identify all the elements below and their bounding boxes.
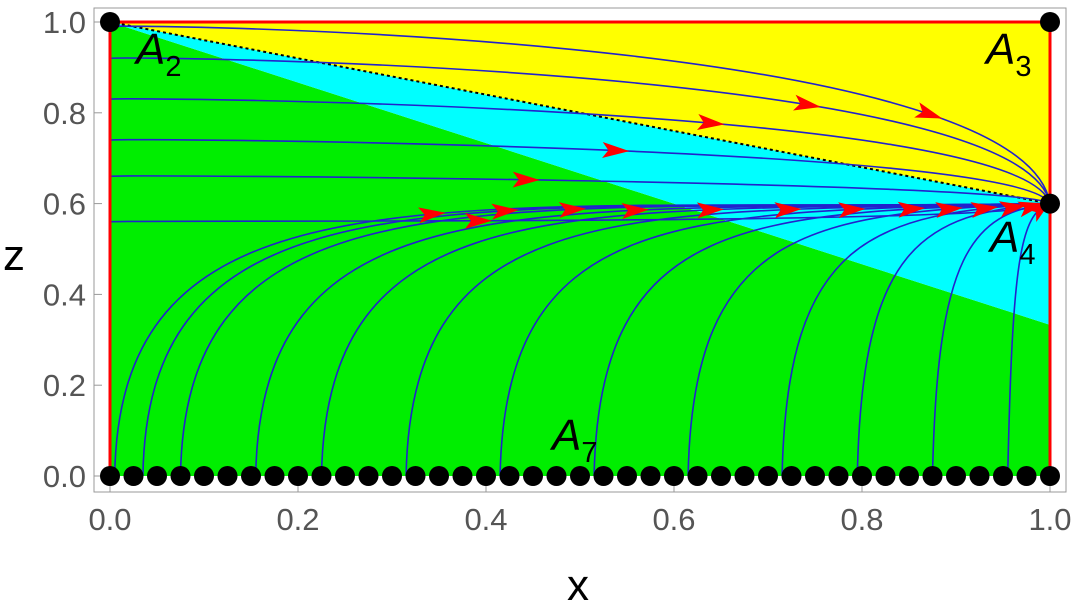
critical-point-a7-line <box>593 466 614 486</box>
trajectory-lower-11 <box>931 202 1051 477</box>
critical-point-a7-line <box>452 466 473 486</box>
critical-point-a3 <box>1040 12 1060 32</box>
axis-ticks: 0.0 0.2 0.4 0.6 0.8 1.0 0.0 0.2 0.4 0.6 0.8 1.0 <box>43 5 1072 537</box>
plot-border <box>93 7 1067 493</box>
critical-point-a7-line <box>264 466 285 486</box>
critical-point-a7-line <box>828 466 849 486</box>
flow-arrows <box>417 94 1053 229</box>
critical-point-a7-line <box>499 466 520 486</box>
critical-points <box>100 12 1060 486</box>
y-tick-label: 0.6 <box>43 187 86 222</box>
critical-point-a7-line <box>523 466 543 486</box>
trajectory-lower-5 <box>405 202 1051 477</box>
flow-arrow-upper-4 <box>512 171 540 188</box>
critical-point-a7-line <box>546 466 567 486</box>
critical-point-a7-line <box>1016 466 1037 486</box>
critical-point-a7-line <box>687 466 708 486</box>
y-tick-label: 0.4 <box>43 277 86 312</box>
trajectory-lower-4 <box>320 202 1051 477</box>
critical-point-a7-line <box>429 466 449 486</box>
critical-point-a7-line <box>1040 466 1060 486</box>
x-tick-label: 0.0 <box>88 502 131 537</box>
critical-point-a2 <box>100 12 120 32</box>
trajectory-upper-3 <box>109 138 1051 204</box>
critical-point-a7-line <box>382 466 402 486</box>
critical-point-a7-line <box>664 466 684 486</box>
critical-point-a7-line <box>358 466 379 486</box>
flow-arrow-lower-9 <box>970 202 999 218</box>
critical-point-a7-line <box>711 466 731 486</box>
trajectory-upper-0 <box>109 25 1051 204</box>
x-tick-label: 1.0 <box>1028 502 1071 537</box>
critical-point-a7-line <box>993 466 1013 486</box>
flow-arrow-lower-7 <box>897 201 926 218</box>
critical-point-a7-line <box>311 466 332 486</box>
flow-arrow-upper-3 <box>602 142 630 158</box>
flow-arrow-lower-0 <box>417 207 446 224</box>
critical-point-a7-line <box>946 466 966 486</box>
y-tick-label: 0.8 <box>43 96 86 131</box>
y-tick-label: 1.0 <box>43 5 86 40</box>
critical-point-a7-line <box>217 466 238 486</box>
critical-point-a7-line <box>288 466 308 486</box>
region-fills <box>110 22 1050 476</box>
critical-point-a7-line <box>241 466 261 486</box>
trajectory-upper-4 <box>109 175 1051 205</box>
critical-point-a7-line <box>170 466 191 486</box>
flow-arrow-upper-5 <box>464 212 492 229</box>
flow-arrow-lower-10 <box>998 201 1027 218</box>
critical-point-a7-line <box>194 466 214 486</box>
flow-arrow-upper-0 <box>914 102 943 119</box>
critical-point-a7-line <box>570 466 590 486</box>
flow-arrow-lower-4 <box>696 202 725 219</box>
flow-arrow-lower-8 <box>935 202 963 219</box>
point-label-subscript: 2 <box>165 51 181 83</box>
critical-point-a4 <box>1040 193 1060 214</box>
flow-arrow-lower-3 <box>621 202 649 219</box>
x-tick-label: 0.2 <box>276 502 319 537</box>
trajectory-upper-1 <box>109 57 1051 204</box>
flow-arrow-lower-6 <box>838 202 866 219</box>
x-tick-label: 0.6 <box>652 502 695 537</box>
region-0 <box>110 22 1050 476</box>
x-tick-label: 0.4 <box>464 502 507 537</box>
critical-point-a7-line <box>123 466 144 486</box>
flow-arrow-upper-1 <box>793 94 821 111</box>
y-tick-label: 0.0 <box>43 459 86 494</box>
trajectory-lower-10 <box>856 202 1051 477</box>
critical-point-a7-line <box>922 466 943 486</box>
point-label-a2: A2 <box>133 25 182 83</box>
trajectory-lower-7 <box>593 202 1051 477</box>
x-axis-label: x <box>567 561 589 610</box>
flow-arrow-upper-2 <box>696 114 725 130</box>
critical-point-a7-line <box>147 466 167 486</box>
critical-point-a7-line <box>100 466 120 486</box>
y-tick-label: 0.2 <box>43 368 86 403</box>
critical-point-a7-line <box>617 466 637 486</box>
flow-arrow-lower-5 <box>774 202 802 219</box>
critical-point-a7-line <box>734 466 755 486</box>
critical-point-a7-line <box>852 466 872 486</box>
critical-point-a7-line <box>640 466 661 486</box>
flow-arrow-lower-2 <box>558 202 587 219</box>
critical-point-a7-line <box>405 466 426 486</box>
critical-point-a7-line <box>781 466 802 486</box>
point-label-subscript: 7 <box>581 437 597 469</box>
y-axis-label: z <box>3 231 25 280</box>
critical-point-a7-line <box>875 466 896 486</box>
x-tick-label: 0.8 <box>840 502 883 537</box>
point-label-subscript: 3 <box>1015 51 1031 83</box>
point-label-subscript: 4 <box>1019 239 1035 271</box>
trajectory-upper-2 <box>109 98 1051 204</box>
critical-point-a7-line <box>805 466 825 486</box>
critical-point-a7-line <box>758 466 778 486</box>
critical-point-a7-line <box>476 466 496 486</box>
critical-point-a7-line <box>335 466 355 486</box>
critical-point-a7-line <box>969 466 990 486</box>
critical-point-a7-line <box>899 466 919 486</box>
region-1 <box>110 22 1050 325</box>
plot-frame <box>93 7 1067 493</box>
flow-arrow-lower-1 <box>491 203 519 220</box>
